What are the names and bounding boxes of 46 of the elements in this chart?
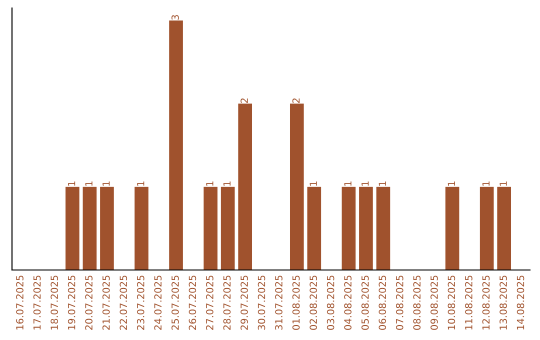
x-tick-label: 11.08.2025 bbox=[465, 276, 472, 330]
x-tick-label: 24.07.2025 bbox=[154, 276, 162, 330]
x-tick-label: 02.08.2025 bbox=[310, 276, 317, 330]
x-tick-label: 21.07.2025 bbox=[102, 276, 110, 330]
x-tick-label: 23.07.2025 bbox=[136, 276, 144, 330]
x-tick-label: 13.08.2025 bbox=[500, 276, 507, 330]
x-tick-label: 07.08.2025 bbox=[396, 276, 404, 330]
x-tick-label: 01.08.2025 bbox=[292, 276, 300, 330]
x-tick-label: 25.07.2025 bbox=[172, 276, 179, 330]
x-tick-label: 16.07.2025 bbox=[16, 276, 24, 330]
data-label: 1 bbox=[482, 182, 490, 186]
data-label: 1 bbox=[448, 182, 455, 186]
data-label: 2 bbox=[240, 98, 248, 103]
data-label: 1 bbox=[85, 182, 92, 186]
x-tick-label: 27.07.2025 bbox=[206, 276, 214, 330]
data-label: 1 bbox=[362, 182, 369, 186]
x-tick-label: 20.07.2025 bbox=[85, 276, 93, 330]
x-tick-label: 12.08.2025 bbox=[482, 276, 490, 330]
x-tick-label: 18.07.2025 bbox=[50, 276, 58, 330]
x-tick-label: 31.07.2025 bbox=[275, 276, 282, 330]
x-tick-label: 06.08.2025 bbox=[378, 276, 386, 330]
x-tick-label: 08.08.2025 bbox=[413, 276, 421, 330]
data-label: 1 bbox=[344, 182, 352, 186]
x-tick-label: 28.07.2025 bbox=[223, 276, 231, 330]
data-label: 1 bbox=[310, 182, 317, 186]
data-label: 2 bbox=[292, 98, 300, 103]
x-tick-label: 09.08.2025 bbox=[430, 276, 438, 330]
x-tick-label: 19.07.2025 bbox=[68, 276, 76, 330]
data-label: 1 bbox=[137, 182, 144, 186]
data-label: 1 bbox=[68, 182, 76, 186]
data-label: 1 bbox=[102, 182, 110, 186]
x-tick-label: 30.07.2025 bbox=[258, 276, 266, 330]
data-label: 1 bbox=[500, 182, 507, 186]
data-label: 1 bbox=[378, 182, 386, 186]
x-tick-label: 03.08.2025 bbox=[326, 276, 334, 330]
x-tick-label: 29.07.2025 bbox=[240, 276, 248, 330]
x-tick-label: 14.08.2025 bbox=[516, 276, 524, 330]
data-label: 1 bbox=[223, 182, 231, 186]
x-tick-label: 10.08.2025 bbox=[448, 276, 456, 330]
x-tick-label: 26.07.2025 bbox=[188, 276, 196, 330]
data-label: 1 bbox=[206, 182, 214, 186]
x-tick-label: 04.08.2025 bbox=[344, 276, 352, 330]
x-tick-label: 05.08.2025 bbox=[361, 276, 369, 330]
x-tick-label: 17.07.2025 bbox=[33, 276, 41, 330]
x-tick-label: 22.07.2025 bbox=[120, 276, 128, 330]
data-label: 3 bbox=[172, 15, 179, 20]
